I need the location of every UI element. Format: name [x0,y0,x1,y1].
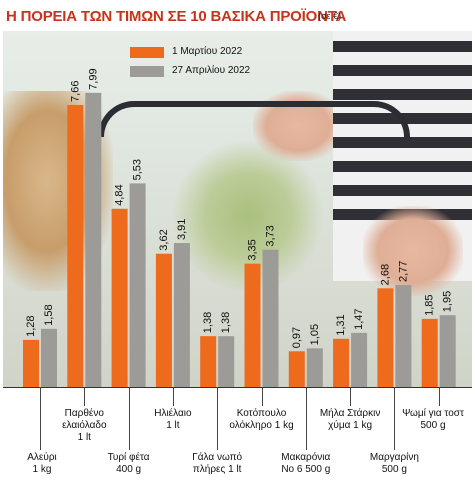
x-axis-line [3,387,472,388]
bar-2-6 [306,348,323,387]
category-label-5: Κοτόπουλο ολόκληρο 1 kg [229,408,294,431]
value-label-1-9: 1,85 [424,294,436,315]
category-connector-8 [394,387,396,450]
hand-right-shape [363,206,463,296]
value-label-1-1: 7,66 [69,81,81,102]
value-label-2-3: 3,91 [176,219,188,240]
bar-2-2 [129,183,146,387]
chart-title: Η ΠΟΡΕΙΑ ΤΩΝ ΤΙΜΩΝ ΣΕ 10 ΒΑΣΙΚΑ ΠΡΟΪΟΝΤΑ [6,8,347,25]
category-label-3: Ηλιέλαιο 1 lt [154,408,192,431]
category-label-2: Τυρί φέτα 400 g [107,452,150,475]
value-label-2-6: 1,05 [309,324,321,345]
value-label-1-4: 1,38 [202,312,214,333]
bar-2-5 [262,249,279,387]
bar-2-9 [439,315,456,387]
value-label-2-7: 1,47 [353,308,365,329]
bar-2-1 [85,92,102,387]
category-connector-0 [40,387,41,450]
value-label-1-7: 1,31 [335,314,347,335]
bar-2-0 [41,328,57,387]
value-label-2-9: 1,95 [442,291,454,312]
bar-2-8 [395,285,412,387]
category-connector-1 [84,387,86,406]
category-connector-3 [172,387,174,406]
value-label-2-2: 5,53 [132,159,144,180]
bar-2-3 [173,243,190,387]
category-connector-7 [350,387,352,406]
bar-1-1 [67,104,84,388]
value-label-2-5: 3,73 [265,225,277,246]
bar-2-4 [218,336,235,387]
category-label-0: Αλεύρι 1 kg [27,452,57,475]
category-connector-6 [305,387,307,450]
bar-1-2 [111,208,128,387]
value-label-1-5: 3,35 [247,239,259,260]
category-label-4: Γάλα νωπό πλήρες 1 lt [192,452,243,475]
value-label-1-8: 2,68 [379,264,391,285]
value-label-2-0: 1,58 [43,304,55,325]
bar-1-5 [244,263,261,387]
bar-1-8 [377,288,394,387]
category-connector-5 [261,387,263,406]
bar-1-3 [155,253,172,387]
bar-1-0 [23,339,39,387]
value-label-1-0: 1,28 [25,315,37,336]
category-label-6: Μακαρόνια Νο 6 500 g [281,452,331,475]
bar-2-7 [351,332,368,387]
background-photo [3,31,472,387]
legend-swatch-series-2 [130,66,164,77]
bar-1-7 [333,338,350,387]
value-label-2-8: 2,77 [397,261,409,282]
value-label-2-4: 1,38 [220,312,232,333]
value-label-2-1: 7,99 [87,68,99,89]
value-label-1-3: 3,62 [158,229,170,250]
category-label-1: Παρθένο ελαιόλαδο 1 lt [62,408,107,443]
bar-1-6 [288,351,305,387]
category-label-7: Μήλα Στάρκιν χύμα 1 kg [319,408,381,431]
category-label-9: Ψωμί για τοστ 500 g [402,408,464,431]
chart-subtitle: (σε €) [318,11,342,21]
category-label-8: Μαργαρίνη 500 g [369,452,419,475]
legend-swatch-series-1 [130,47,164,58]
bar-1-9 [421,318,438,387]
bar-1-4 [200,336,217,387]
category-connector-9 [438,387,440,406]
legend-label-series-1: 1 Μαρτίου 2022 [172,46,243,57]
value-label-1-6: 0,97 [291,327,303,348]
category-connector-4 [217,387,219,450]
category-connector-2 [128,387,130,450]
value-label-1-2: 4,84 [114,184,126,205]
legend-label-series-2: 27 Απριλίου 2022 [172,65,251,76]
